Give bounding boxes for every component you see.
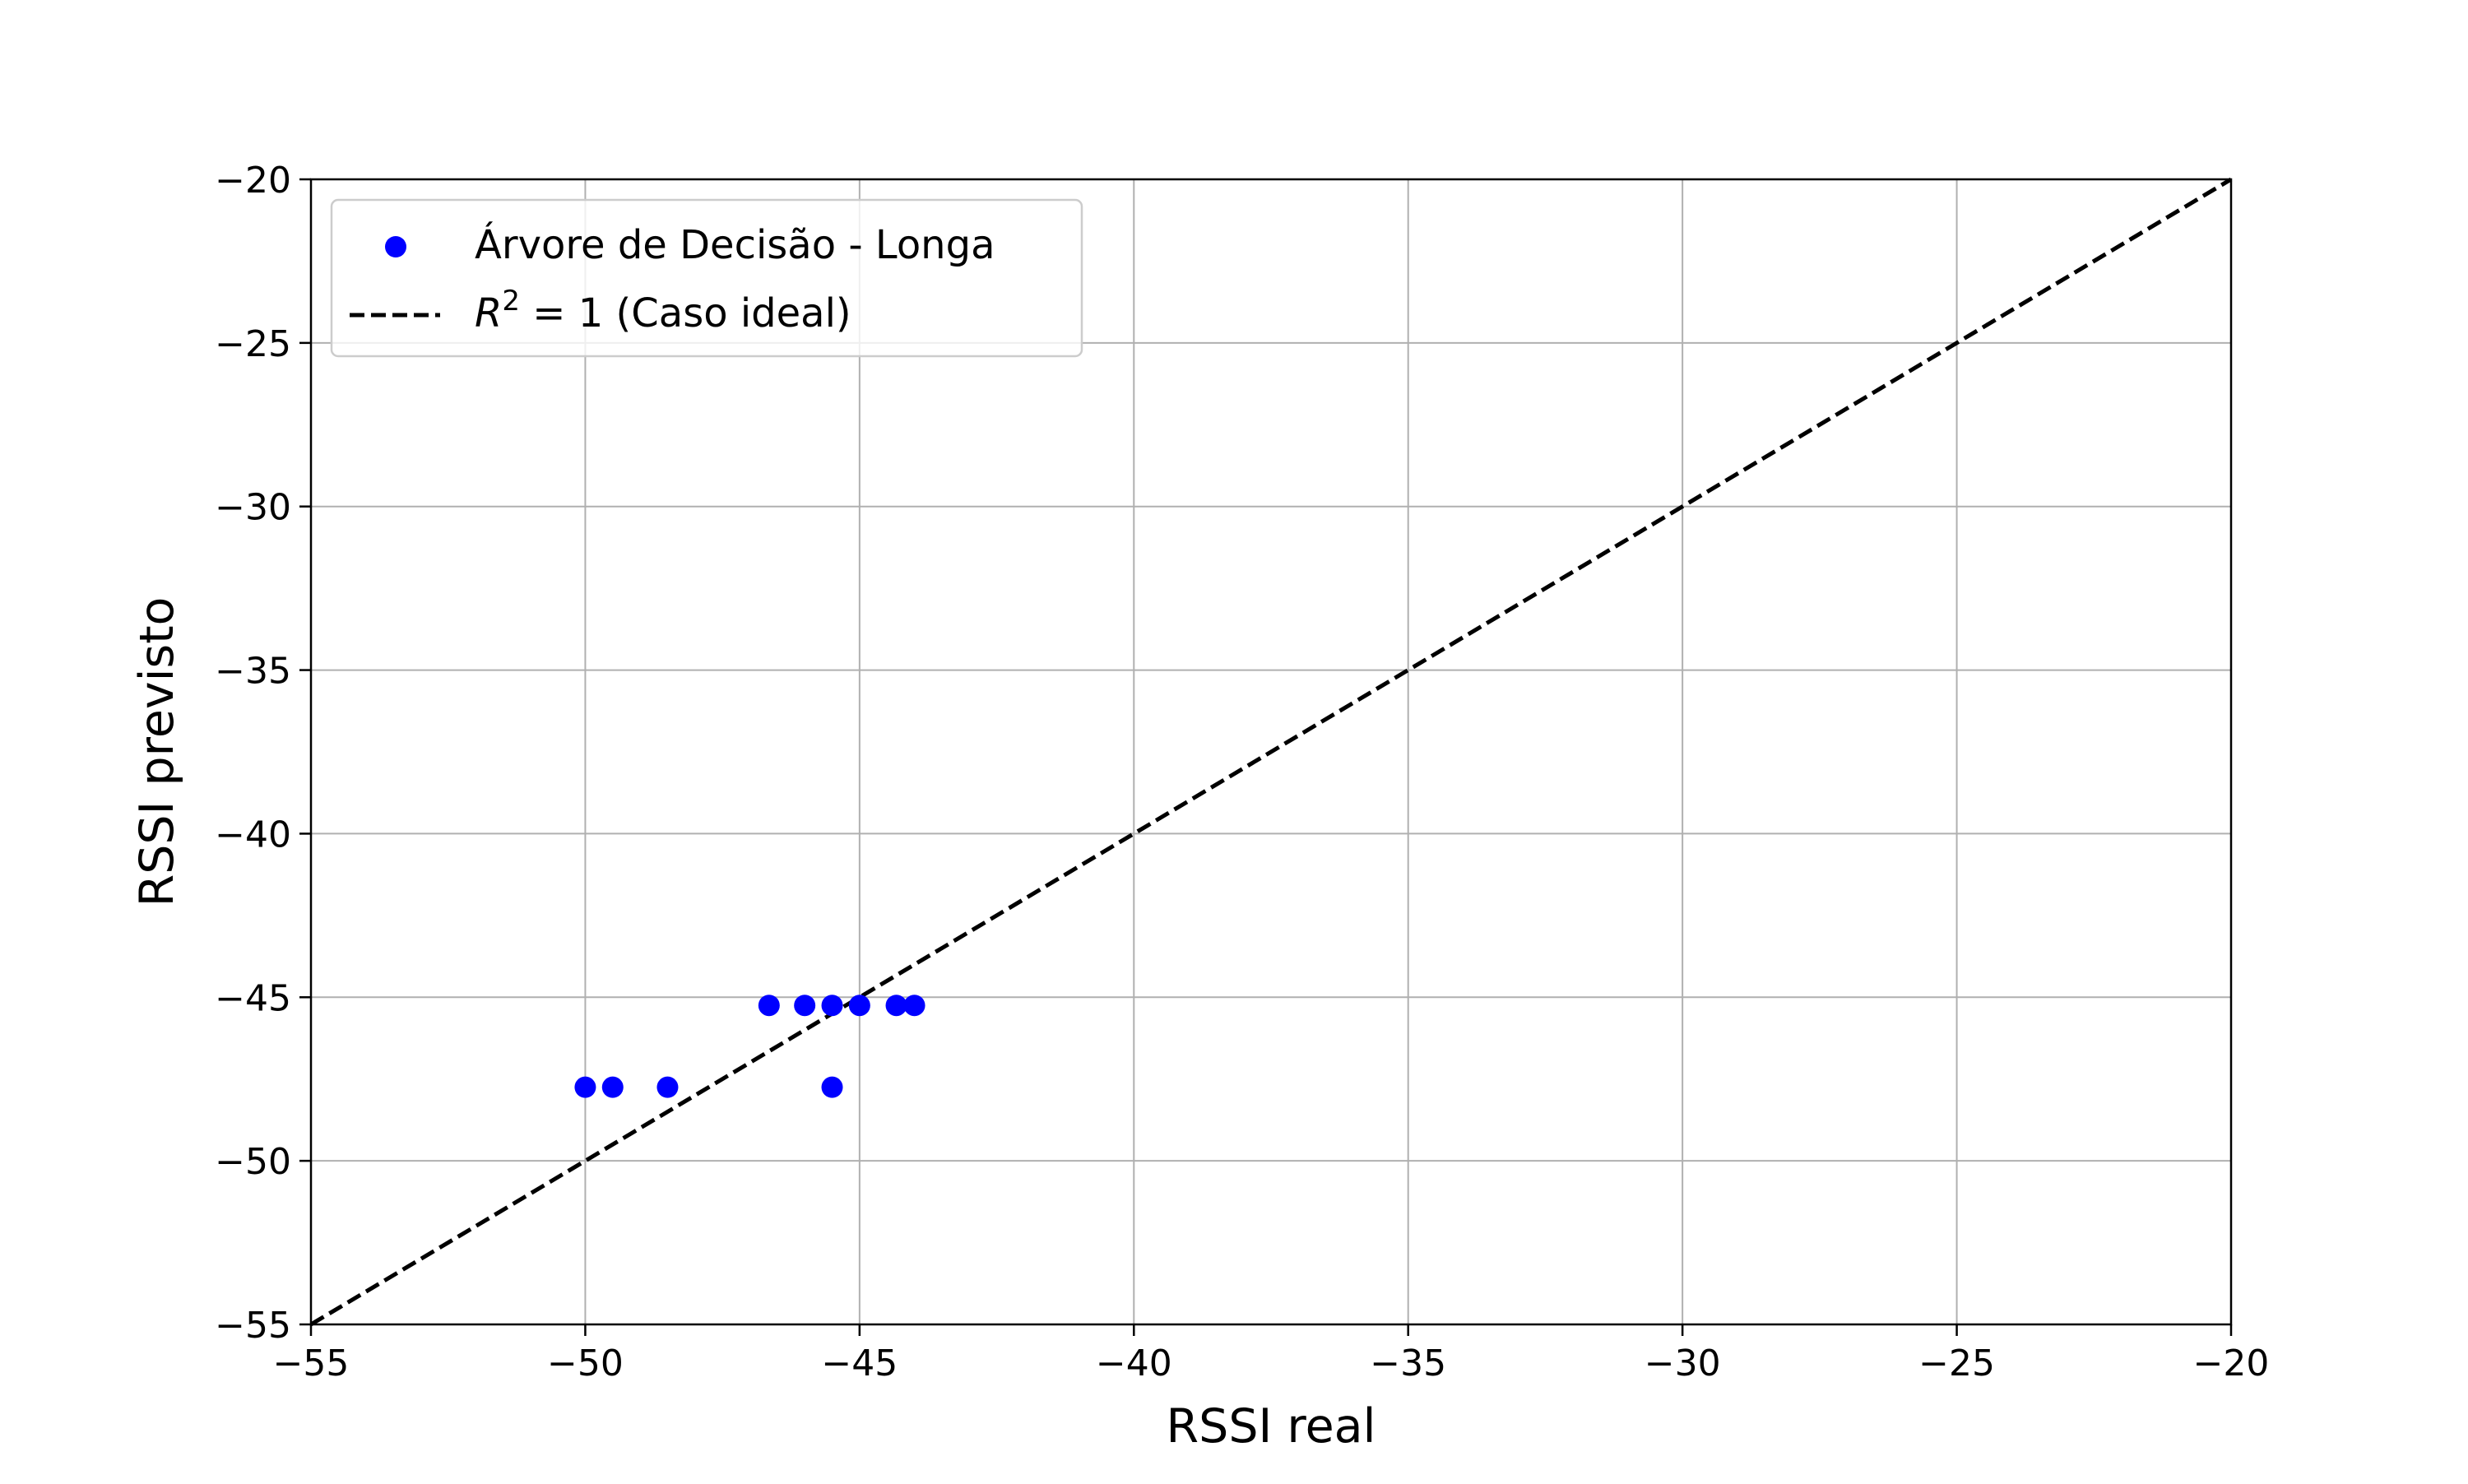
- legend-line-eq: = 1 (Caso ideal): [520, 290, 851, 336]
- y-tick-label: −30: [215, 487, 291, 529]
- legend-scatter-label: Árvore de Decisão - Longa: [475, 221, 995, 268]
- data-point: [574, 1076, 596, 1098]
- y-tick-label: −20: [215, 160, 291, 202]
- x-tick-label: −35: [1370, 1343, 1446, 1384]
- x-axis-ticks: −55 −50 −45 −40 −35 −30 −25 −20: [273, 1324, 2270, 1384]
- data-point: [885, 995, 907, 1017]
- ideal-line-layer: [309, 177, 2233, 1327]
- x-tick-label: −30: [1645, 1343, 1721, 1384]
- ideal-line: [309, 177, 2233, 1327]
- data-point: [794, 995, 816, 1017]
- plot-frame: [309, 178, 2233, 1326]
- data-point: [601, 1076, 624, 1098]
- data-point: [848, 995, 870, 1017]
- data-point: [656, 1076, 679, 1098]
- data-points: [574, 995, 926, 1098]
- data-point: [758, 995, 780, 1017]
- x-tick-label: −55: [273, 1343, 350, 1384]
- y-tick-label: −40: [215, 814, 291, 856]
- legend-line-math: R: [475, 290, 502, 336]
- legend-line-label: R2 = 1 (Caso ideal): [475, 285, 851, 336]
- y-tick-label: −50: [215, 1141, 291, 1183]
- x-tick-label: −25: [1918, 1343, 1995, 1384]
- legend: Árvore de Decisão - Longa R2 = 1 (Caso i…: [330, 198, 1083, 358]
- x-axis-label: RSSI real: [1167, 1399, 1376, 1454]
- legend-line-sup: 2: [502, 285, 520, 318]
- y-axis-label: RSSI previsto: [130, 597, 184, 907]
- data-point: [903, 995, 926, 1017]
- y-tick-label: −55: [215, 1305, 291, 1347]
- data-point: [821, 995, 843, 1017]
- legend-scatter-marker: [385, 236, 406, 257]
- x-tick-label: −20: [2193, 1343, 2270, 1384]
- y-tick-label: −35: [215, 651, 291, 693]
- x-tick-label: −50: [547, 1343, 624, 1384]
- y-axis-ticks: −55 −50 −45 −40 −35 −30 −25 −20: [215, 160, 311, 1347]
- x-tick-label: −45: [821, 1343, 898, 1384]
- legend-box: [330, 198, 1083, 358]
- y-tick-label: −45: [215, 977, 291, 1019]
- x-tick-label: −40: [1096, 1343, 1172, 1384]
- y-tick-label: −25: [215, 323, 291, 365]
- data-point: [821, 1076, 843, 1098]
